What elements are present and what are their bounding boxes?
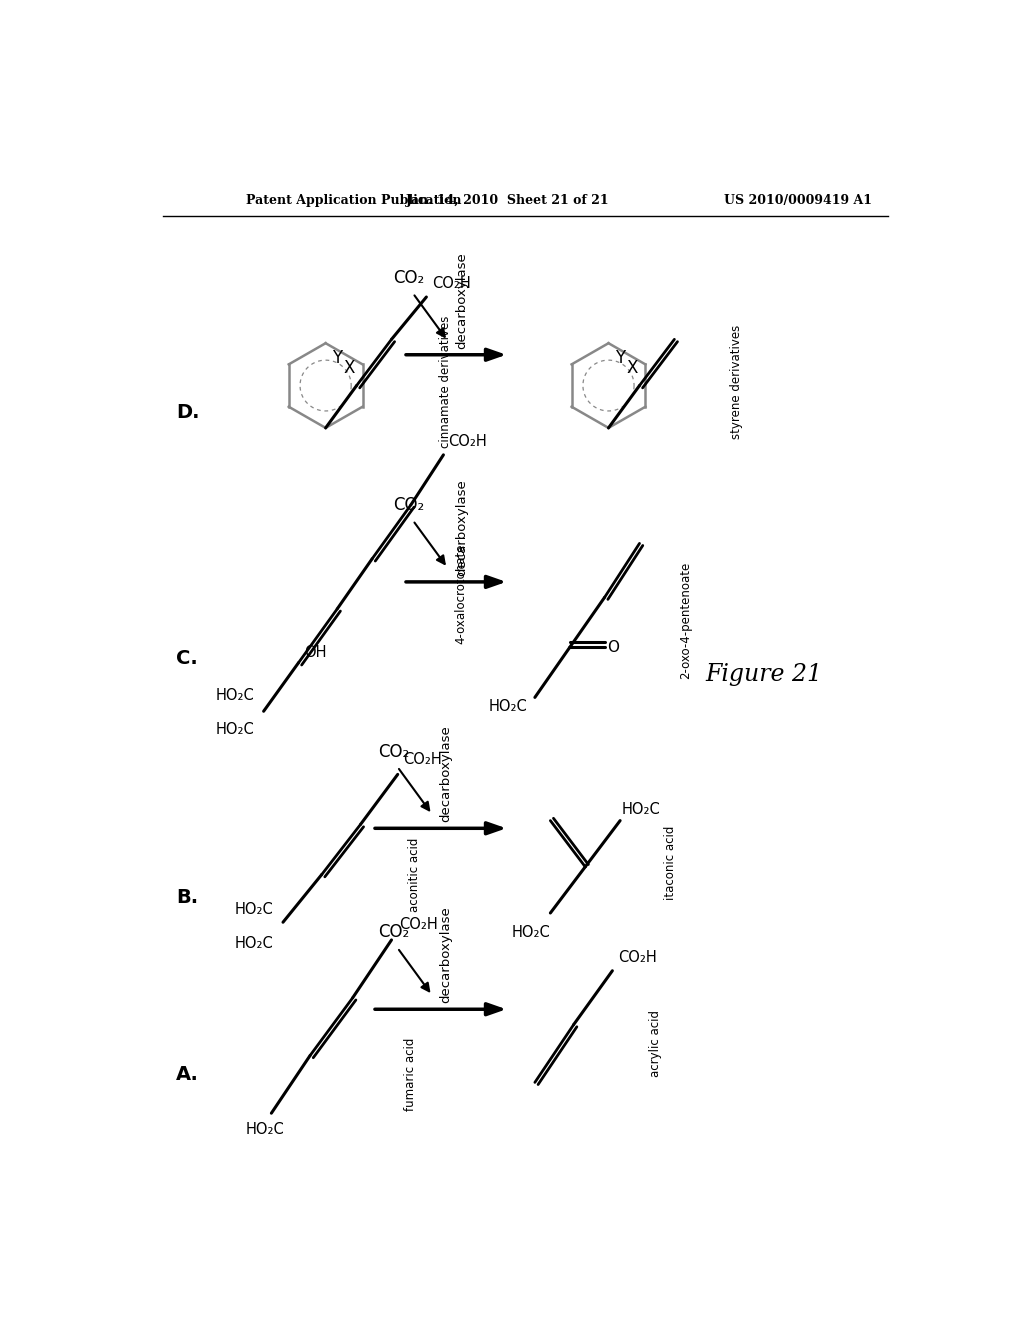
Text: Y: Y [614,350,625,367]
Text: HO₂C: HO₂C [622,801,660,817]
Text: O: O [607,640,618,655]
Text: CO₂: CO₂ [378,924,409,941]
Text: US 2010/0009419 A1: US 2010/0009419 A1 [724,194,872,207]
Text: HO₂C: HO₂C [246,1122,285,1138]
Text: acrylic acid: acrylic acid [648,1010,662,1077]
Text: A.: A. [176,1065,199,1084]
Text: Figure 21: Figure 21 [705,663,822,686]
Text: 4-oxalocrotonate: 4-oxalocrotonate [455,544,468,644]
Text: C.: C. [176,649,198,668]
Text: HO₂C: HO₂C [216,688,254,704]
Text: decarboxylase: decarboxylase [455,252,468,348]
Text: HO₂C: HO₂C [512,924,550,940]
Text: HO₂C: HO₂C [234,936,273,952]
Text: Y: Y [332,350,342,367]
Text: cinnamate derivatives: cinnamate derivatives [439,315,453,447]
Text: decarboxylase: decarboxylase [439,907,453,1003]
Text: CO₂H: CO₂H [618,950,657,965]
Text: 2-oxo-4-pentenoate: 2-oxo-4-pentenoate [680,562,692,678]
Text: CO₂: CO₂ [393,496,425,515]
Text: CO₂: CO₂ [393,269,425,286]
Text: CO₂H: CO₂H [449,434,486,449]
Text: X: X [343,359,354,378]
Text: itaconic acid: itaconic acid [664,826,677,900]
Text: HO₂C: HO₂C [216,722,254,738]
Text: CO₂H: CO₂H [403,751,442,767]
Text: CO₂: CO₂ [378,743,409,760]
Text: Patent Application Publication: Patent Application Publication [246,194,461,207]
Text: CO₂H: CO₂H [432,276,471,290]
Text: decarboxylase: decarboxylase [455,479,468,576]
Text: Jan. 14, 2010  Sheet 21 of 21: Jan. 14, 2010 Sheet 21 of 21 [406,194,609,207]
Text: X: X [627,359,638,378]
Text: CO₂H: CO₂H [399,917,438,932]
Text: D.: D. [176,403,200,422]
Text: B.: B. [176,888,199,907]
Text: aconitic acid: aconitic acid [409,837,421,912]
Text: decarboxylase: decarboxylase [439,726,453,822]
Text: HO₂C: HO₂C [488,700,527,714]
Text: fumaric acid: fumaric acid [404,1038,418,1111]
Text: HO₂C: HO₂C [234,902,273,916]
Text: styrene derivatives: styrene derivatives [730,325,742,438]
Text: OH: OH [304,645,327,660]
